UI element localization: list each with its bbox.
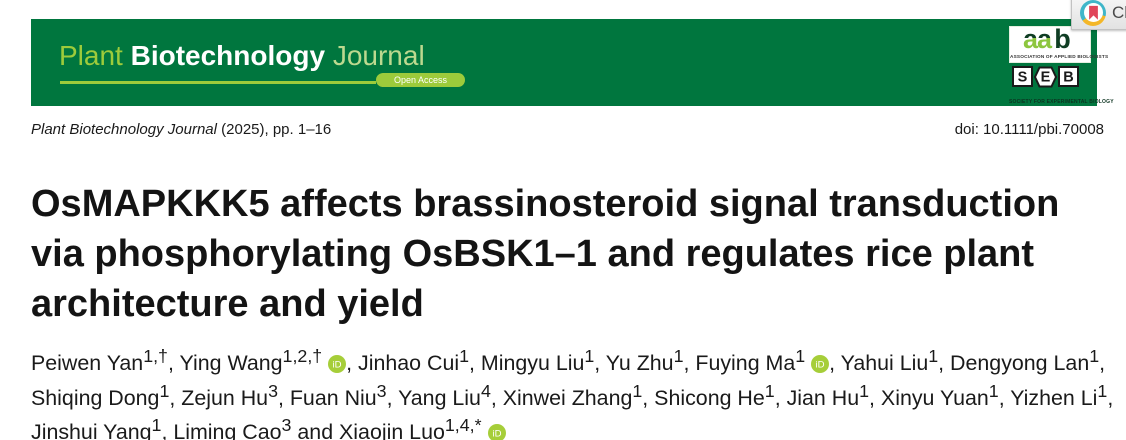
svg-text:B: B — [1063, 70, 1073, 86]
svg-text:iD: iD — [492, 429, 501, 440]
svg-text:b: b — [1054, 27, 1070, 54]
svg-text:E: E — [1041, 70, 1051, 86]
svg-text:iD: iD — [333, 360, 342, 371]
svg-text:iD: iD — [816, 360, 825, 371]
svg-text:S: S — [1018, 70, 1028, 86]
